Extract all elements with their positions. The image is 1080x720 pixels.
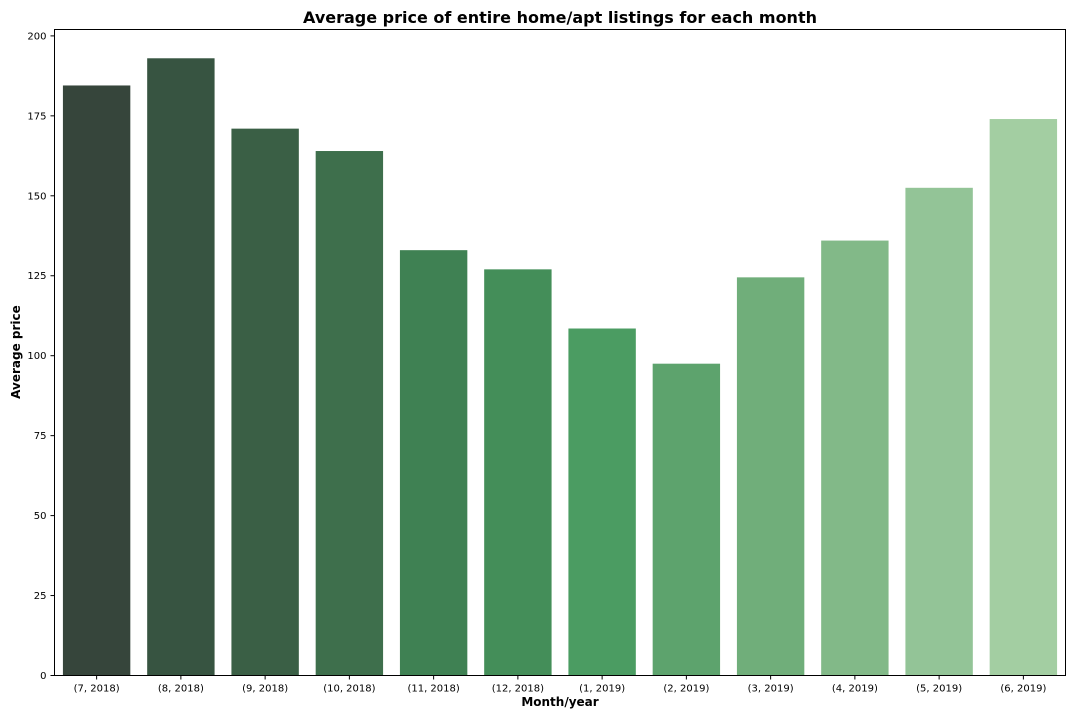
y-tick-label: 175 (27, 111, 46, 122)
x-tick-label: (6, 2019) (1000, 684, 1046, 695)
bar-6 (568, 328, 636, 676)
x-tick-label: (9, 2018) (242, 684, 288, 695)
x-tick-label: (5, 2019) (916, 684, 962, 695)
x-tick-label: (12, 2018) (492, 684, 544, 695)
chart-title: Average price of entire home/apt listing… (303, 8, 817, 27)
y-tick-label: 0 (40, 671, 46, 682)
x-tick-label: (8, 2018) (158, 684, 204, 695)
bar-2 (231, 128, 299, 676)
y-axis-label: Average price (9, 305, 23, 399)
x-tick-label: (2, 2019) (663, 684, 709, 695)
bar-3 (315, 151, 384, 676)
y-tick-label: 75 (34, 431, 47, 442)
y-tick-label: 25 (34, 591, 47, 602)
bar-7 (652, 363, 721, 676)
x-tick-label: (1, 2019) (579, 684, 625, 695)
y-tick-label: 100 (27, 351, 46, 362)
x-tick-label: (4, 2019) (832, 684, 878, 695)
bar-8 (736, 277, 805, 676)
x-tick-label: (10, 2018) (323, 684, 375, 695)
y-tick-label: 150 (27, 191, 46, 202)
bar-11 (989, 119, 1058, 676)
bar-1 (147, 58, 215, 676)
bar-9 (821, 240, 889, 676)
y-tick-label: 50 (34, 511, 47, 522)
x-tick-label: (3, 2019) (748, 684, 794, 695)
bar-5 (484, 269, 552, 676)
y-tick-label: 125 (27, 271, 46, 282)
x-tick-label: (11, 2018) (407, 684, 459, 695)
x-axis-label: Month/year (521, 695, 598, 709)
bar-4 (399, 250, 468, 676)
x-tick-label: (7, 2018) (74, 684, 120, 695)
bar-0 (62, 85, 131, 676)
x-axis: (7, 2018) (8, 2018) (9, 2018) (10, 2018) (11… (74, 675, 1046, 695)
bar-10 (905, 187, 973, 676)
plot-frame (54, 29, 1066, 676)
bars-group (62, 58, 1058, 676)
y-tick-label: 200 (27, 31, 46, 42)
y-axis: 0 25 50 75 100 125 150 175 200 (27, 31, 55, 682)
